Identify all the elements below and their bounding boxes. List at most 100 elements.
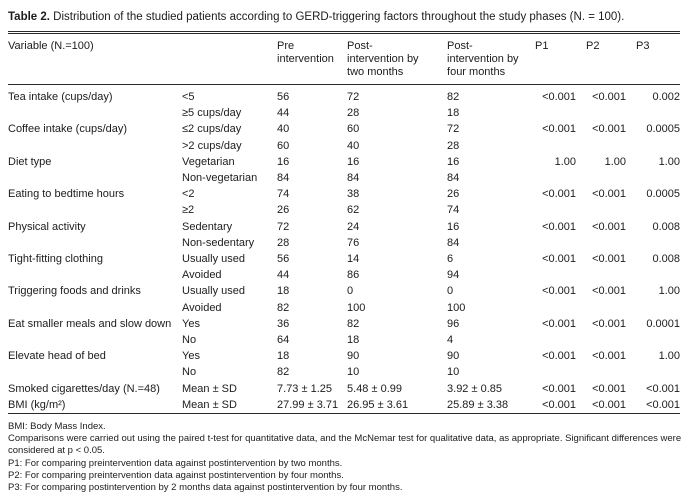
cell-post2: 0 xyxy=(347,285,354,298)
cell-post2: 28 xyxy=(347,107,360,120)
cell-post4: 26 xyxy=(447,188,460,201)
footnote-line: Comparisons were carried out using the p… xyxy=(8,433,682,457)
table-row: Avoided 82 100 100 xyxy=(8,300,680,316)
cell-pre: 27.99 ± 3.71 xyxy=(277,398,339,411)
cell-p2 xyxy=(576,105,626,121)
cell-variable: Eat smaller meals and slow down xyxy=(8,317,172,330)
cell-p1 xyxy=(535,332,576,348)
table-row: Elevate head of bed Yes 18 90 90 <0.001 <0.001… xyxy=(8,348,680,364)
cell-p2 xyxy=(576,138,626,154)
cell-p2 xyxy=(576,235,626,251)
cell-post2: 86 xyxy=(347,269,360,282)
table-title-text: Distribution of the studied patients acc… xyxy=(53,11,625,23)
cell-pre: 72 xyxy=(277,220,290,233)
cell-category: Yes xyxy=(182,350,200,363)
table-row: Coffee intake (cups/day) ≤2 cups/day 40 60 7… xyxy=(8,121,680,137)
cell-post4: 28 xyxy=(447,139,460,152)
header-p2: P2 xyxy=(576,34,627,85)
cell-post2: 76 xyxy=(347,236,360,249)
table-row: BMI (kg/m²) Mean ± SD 27.99 ± 3.71 26.95 ± … xyxy=(8,397,680,414)
cell-pre: 56 xyxy=(277,91,290,103)
cell-p1: <0.001 xyxy=(542,382,577,395)
cell-p1 xyxy=(535,202,576,218)
cell-pre: 82 xyxy=(277,366,290,379)
cell-p1: <0.001 xyxy=(542,91,577,103)
cell-post4: 16 xyxy=(447,220,460,233)
cell-post4: 90 xyxy=(447,350,460,363)
footnote-line: P1: For comparing preintervention data a… xyxy=(8,457,343,469)
table-row: Triggering foods and drinks Usually used 1… xyxy=(8,283,680,299)
header-variable: Variable (N.=100) xyxy=(8,34,278,85)
cell-post4: 18 xyxy=(447,107,460,120)
cell-category: <5 xyxy=(182,91,195,103)
cell-pre: 18 xyxy=(277,350,290,363)
cell-variable: Tight-fitting clothing xyxy=(8,253,103,266)
cell-variable xyxy=(8,202,182,218)
cell-p1 xyxy=(535,267,576,283)
cell-pre: 84 xyxy=(277,172,290,185)
table-head: Variable (N.=100) Pre intervention Post-… xyxy=(8,34,681,85)
cell-post4: 96 xyxy=(447,317,460,330)
cell-variable xyxy=(8,235,182,251)
cell-p1 xyxy=(535,170,576,186)
cell-variable: Coffee intake (cups/day) xyxy=(8,123,128,136)
cell-category: No xyxy=(182,366,197,379)
cell-variable xyxy=(8,364,182,380)
cell-pre: 28 xyxy=(277,236,290,249)
cell-variable xyxy=(8,170,182,186)
cell-category: Sedentary xyxy=(182,220,233,233)
cell-p3: <0.001 xyxy=(646,382,681,395)
cell-p1: <0.001 xyxy=(542,350,577,363)
gerd-factors-table: Variable (N.=100) Pre intervention Post-… xyxy=(8,34,681,414)
cell-p2 xyxy=(576,364,626,380)
header-post-four-months: Post- intervention by four months xyxy=(447,34,536,85)
cell-pre: 18 xyxy=(277,285,290,298)
cell-post4: 72 xyxy=(447,123,460,136)
cell-p2 xyxy=(576,300,626,316)
table-row: Physical activity Sedentary 72 24 16 <0.001 <0… xyxy=(8,219,680,235)
cell-category: ≤2 cups/day xyxy=(182,123,242,136)
cell-category: Usually used xyxy=(182,285,245,298)
table-row: Tight-fitting clothing Usually used 56 14 6 <… xyxy=(8,251,680,267)
cell-p2: <0.001 xyxy=(592,91,627,103)
cell-p1: <0.001 xyxy=(542,253,577,266)
cell-variable: Tea intake (cups/day) xyxy=(8,91,113,103)
footnote-line: BMI: Body Mass Index. xyxy=(8,421,106,433)
cell-post4: 10 xyxy=(447,366,460,379)
cell-pre: 40 xyxy=(277,123,290,136)
table-row: Avoided 44 86 94 xyxy=(8,267,680,283)
cell-category: Mean ± SD xyxy=(182,382,237,395)
table-title-label: Table 2. xyxy=(8,11,50,23)
cell-variable xyxy=(8,105,182,121)
cell-p3: 0.0001 xyxy=(646,317,681,330)
cell-variable xyxy=(8,300,182,316)
cell-p3: 1.00 xyxy=(658,155,681,168)
header-pre-intervention: Pre intervention xyxy=(277,34,348,85)
cell-post4: 84 xyxy=(447,172,460,185)
cell-category: Avoided xyxy=(182,269,222,282)
cell-p1: <0.001 xyxy=(542,123,577,136)
cell-post2: 26.95 ± 3.61 xyxy=(347,398,409,411)
table-title: Table 2. Distribution of the studied pat… xyxy=(8,10,680,24)
cell-p2: <0.001 xyxy=(592,123,627,136)
cell-p2: <0.001 xyxy=(592,188,627,201)
cell-variable: BMI (kg/m²) xyxy=(8,398,66,411)
cell-p2 xyxy=(576,332,626,348)
cell-pre: 82 xyxy=(277,301,290,314)
cell-p3: 1.00 xyxy=(658,285,681,298)
cell-p3: 0.0005 xyxy=(646,123,681,136)
cell-variable: Diet type xyxy=(8,155,52,168)
cell-variable: Physical activity xyxy=(8,220,86,233)
cell-p1: <0.001 xyxy=(542,188,577,201)
cell-p3 xyxy=(626,105,680,121)
cell-post4: 82 xyxy=(447,91,460,103)
cell-post2: 14 xyxy=(347,253,360,266)
cell-category: Yes xyxy=(182,317,200,330)
cell-post2: 90 xyxy=(347,350,360,363)
header-p1: P1 xyxy=(535,34,577,85)
cell-p3 xyxy=(626,170,680,186)
cell-p3: <0.001 xyxy=(646,398,681,411)
cell-post2: 40 xyxy=(347,139,360,152)
cell-pre: 44 xyxy=(277,107,290,120)
cell-p1 xyxy=(535,235,576,251)
